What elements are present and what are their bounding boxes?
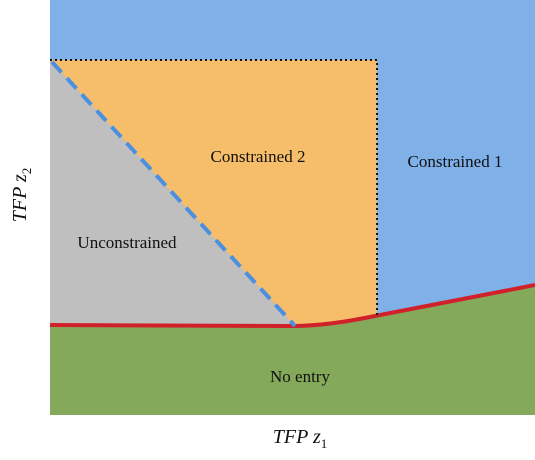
region-label: No entry xyxy=(270,367,330,386)
region-label: Constrained 1 xyxy=(408,152,503,171)
dashed-boundary xyxy=(50,60,297,328)
constrained-2-region xyxy=(50,60,377,326)
x-axis-subscript: 1 xyxy=(321,436,328,451)
dotted-boundary xyxy=(50,59,378,316)
y-axis-text: TFP z xyxy=(9,174,31,222)
x-axis-label: TFP z1 xyxy=(273,426,327,451)
x-axis-text: TFP z xyxy=(273,426,321,448)
region-label: Unconstrained xyxy=(77,233,177,252)
y-axis-label: TFP z2 xyxy=(9,168,34,222)
no-entry-region xyxy=(50,285,535,415)
y-axis-subscript: 2 xyxy=(19,168,34,175)
region-label: Constrained 2 xyxy=(211,147,306,166)
